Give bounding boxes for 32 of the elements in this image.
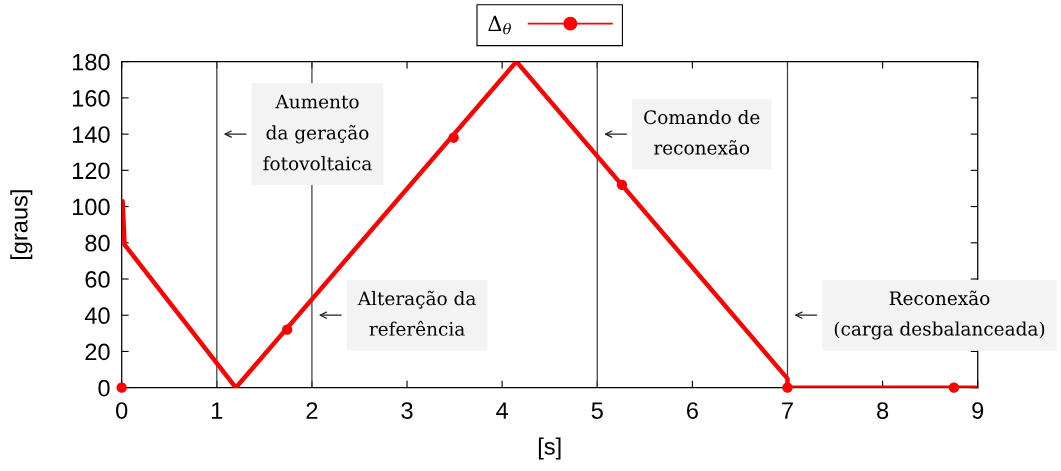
y-tick-label: 40 xyxy=(84,307,110,325)
y-tick-label: 160 xyxy=(73,89,110,107)
legend-label: Δ$_{θ}$ xyxy=(488,15,511,35)
x-tick-label: 0 xyxy=(116,402,128,419)
x-tick-label: 7 xyxy=(782,402,793,419)
y-tick-label: 0 xyxy=(98,379,110,397)
x-tick-label: 4 xyxy=(496,402,509,419)
x-tick-label: 3 xyxy=(401,402,413,419)
y-axis-title: [graus] xyxy=(10,190,33,260)
x-tick-label: 2 xyxy=(306,402,318,419)
x-tick-label: 1 xyxy=(212,402,223,419)
y-tick-label: 20 xyxy=(85,343,110,361)
y-tick-label: 80 xyxy=(85,234,110,252)
y-tick-label: 180 xyxy=(73,53,110,71)
y-tick-label: 100 xyxy=(73,198,110,216)
annotation: Comando de reconexão xyxy=(644,109,760,155)
y-tick-label: 140 xyxy=(73,126,110,143)
x-axis-title: [s] xyxy=(538,437,561,460)
x-tick-label: 9 xyxy=(972,402,984,419)
x-tick-label: 5 xyxy=(591,402,603,419)
y-tick-label: 60 xyxy=(85,271,110,288)
y-tick-label: 120 xyxy=(73,162,110,180)
point xyxy=(948,382,960,393)
point xyxy=(282,324,293,335)
point xyxy=(616,179,628,190)
annotation: Reconexão (carga desbalanceada) xyxy=(834,290,1045,340)
x-tick-label: 6 xyxy=(687,402,698,419)
x-tick-label: 8 xyxy=(877,402,889,419)
point xyxy=(448,132,459,143)
point xyxy=(782,382,793,393)
annotation: Alteração da referência xyxy=(357,290,476,336)
annotation: Aumento da geração fotovoltaica xyxy=(263,94,372,171)
